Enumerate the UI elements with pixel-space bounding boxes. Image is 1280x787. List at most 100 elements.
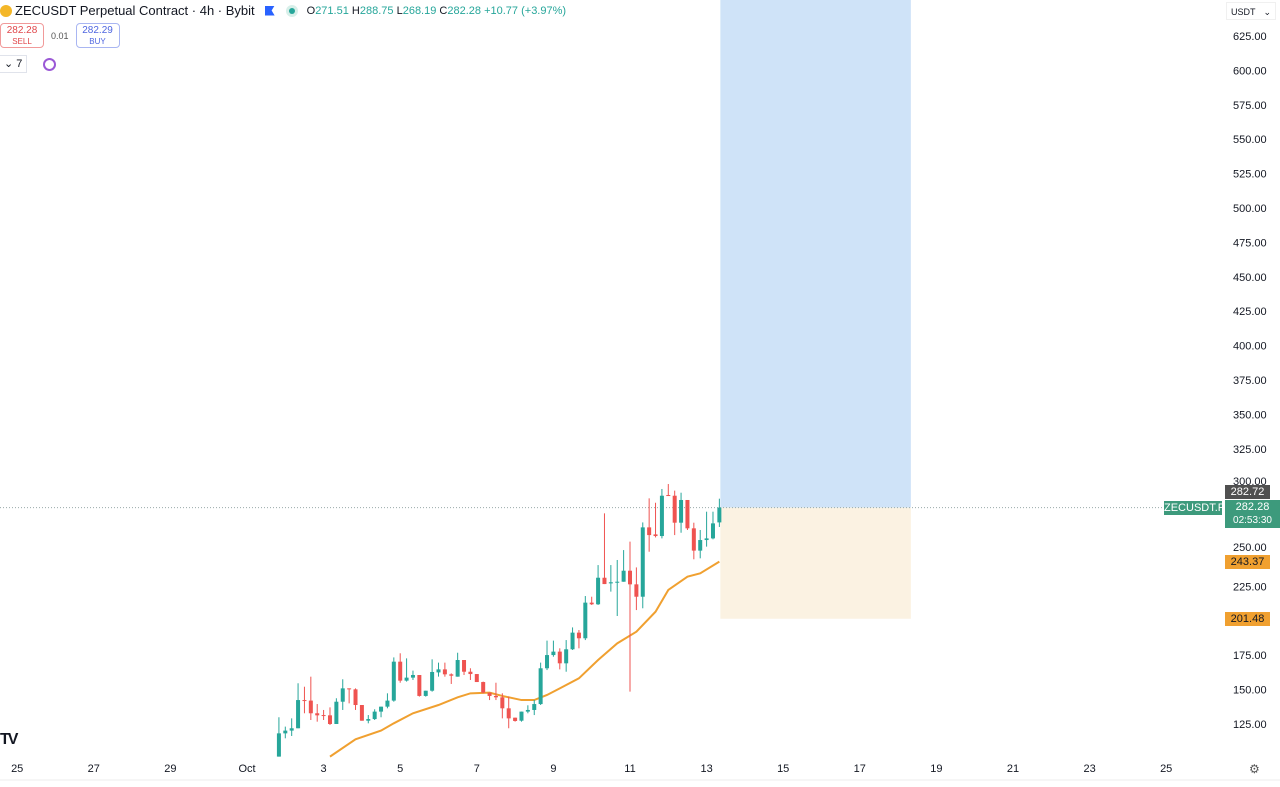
- time-tick-label: 5: [397, 763, 403, 775]
- candle: [296, 683, 301, 729]
- price-tick-label: 400.00: [1233, 341, 1267, 353]
- candle-body: [366, 719, 371, 721]
- sync-icon[interactable]: [43, 57, 57, 71]
- price-tick-label: 225.00: [1233, 581, 1267, 593]
- gear-icon[interactable]: ⚙: [1249, 762, 1260, 776]
- indicators-toggle[interactable]: ⌄ 7: [0, 55, 28, 73]
- price-tick-label: 150.00: [1233, 685, 1267, 697]
- candle-body: [596, 577, 601, 605]
- candle-body: [283, 730, 288, 734]
- candle-body: [493, 695, 498, 698]
- candle: [283, 726, 288, 739]
- candle-body: [551, 651, 556, 656]
- candle: [493, 682, 498, 701]
- price-tick-label: 375.00: [1233, 375, 1267, 387]
- candle: [404, 658, 409, 682]
- candle: [308, 676, 313, 721]
- candle: [704, 511, 709, 547]
- time-tick-label: 21: [1007, 763, 1019, 775]
- chevron-down-icon: ⌄: [4, 58, 14, 70]
- candle-body: [710, 523, 715, 539]
- candle: [538, 662, 543, 706]
- price-tick-label: 125.00: [1233, 719, 1267, 731]
- candle-body: [704, 538, 709, 541]
- candle-body: [404, 677, 409, 681]
- candle: [455, 652, 460, 677]
- candle: [372, 709, 377, 721]
- candle-body: [538, 668, 543, 705]
- candle: [634, 567, 639, 611]
- candle: [487, 692, 492, 701]
- price-tick-label: 550.00: [1233, 134, 1267, 146]
- candle: [679, 492, 684, 533]
- candle: [666, 484, 671, 497]
- candle-body: [347, 688, 352, 690]
- candle-body: [442, 669, 447, 675]
- candle-body: [423, 690, 428, 696]
- price-tick-label: 600.00: [1233, 65, 1267, 77]
- candle-body: [353, 689, 358, 706]
- price-tick-label: 500.00: [1233, 203, 1267, 215]
- candle: [340, 679, 345, 710]
- price-tick-label: 450.00: [1233, 272, 1267, 284]
- time-tick-label: 15: [777, 763, 789, 775]
- candle-body: [679, 499, 684, 523]
- candle: [391, 657, 396, 702]
- symbol-title[interactable]: ZECUSDT Perpetual Contract · 4h · Bybit: [15, 3, 255, 18]
- candle-body: [500, 697, 505, 709]
- price-tick-label: 625.00: [1233, 31, 1267, 43]
- candle: [379, 706, 384, 718]
- candle-body: [602, 577, 607, 585]
- candle-body: [379, 706, 384, 712]
- candle: [596, 565, 601, 605]
- candle-body: [417, 675, 422, 696]
- candle: [647, 498, 652, 552]
- time-tick-label: 11: [624, 763, 635, 775]
- candle-body: [430, 671, 435, 691]
- candle: [423, 690, 428, 697]
- candle: [698, 529, 703, 559]
- candle-body: [653, 534, 658, 537]
- candle-body: [628, 570, 632, 585]
- candle-body: [525, 709, 530, 712]
- candle: [436, 662, 441, 677]
- candle: [430, 659, 435, 692]
- candle-body: [640, 527, 645, 597]
- crosshair-price-badge: 282.72: [1225, 485, 1270, 499]
- candle-body: [385, 700, 390, 707]
- candle: [417, 675, 422, 697]
- flag-icon[interactable]: [264, 5, 275, 16]
- candle: [513, 717, 518, 722]
- price-tick-label: 475.00: [1233, 237, 1267, 249]
- candle-body: [576, 632, 581, 639]
- candle: [353, 688, 358, 710]
- time-tick-label: 7: [474, 763, 480, 775]
- sell-button[interactable]: 282.28 SELL: [0, 23, 44, 48]
- candle-body: [583, 602, 588, 639]
- candle-body: [334, 701, 339, 724]
- candle-body: [398, 661, 403, 681]
- candle: [628, 541, 632, 692]
- change-value: +10.77 (+3.97%): [484, 4, 567, 17]
- candle: [327, 707, 332, 725]
- ma-value-badge: 243.37: [1225, 555, 1270, 569]
- candle-body: [615, 581, 620, 583]
- time-tick-label: 27: [88, 763, 100, 775]
- candle: [302, 686, 307, 714]
- candle-body: [717, 507, 722, 523]
- candle: [570, 627, 575, 650]
- candle: [481, 681, 486, 694]
- buy-button[interactable]: 282.29 BUY: [75, 23, 120, 48]
- candle-body: [513, 717, 518, 721]
- currency-select[interactable]: USDT ⌄: [1226, 2, 1276, 20]
- candle: [557, 648, 562, 670]
- price-tick-label: 250.00: [1233, 542, 1267, 554]
- candle: [334, 698, 339, 724]
- price-tick-label: 425.00: [1233, 306, 1267, 318]
- tradingview-logo[interactable]: TV: [0, 731, 19, 748]
- time-tick-label: 25: [1160, 763, 1172, 775]
- candle: [710, 511, 715, 540]
- candle: [583, 596, 588, 641]
- candle: [442, 662, 447, 677]
